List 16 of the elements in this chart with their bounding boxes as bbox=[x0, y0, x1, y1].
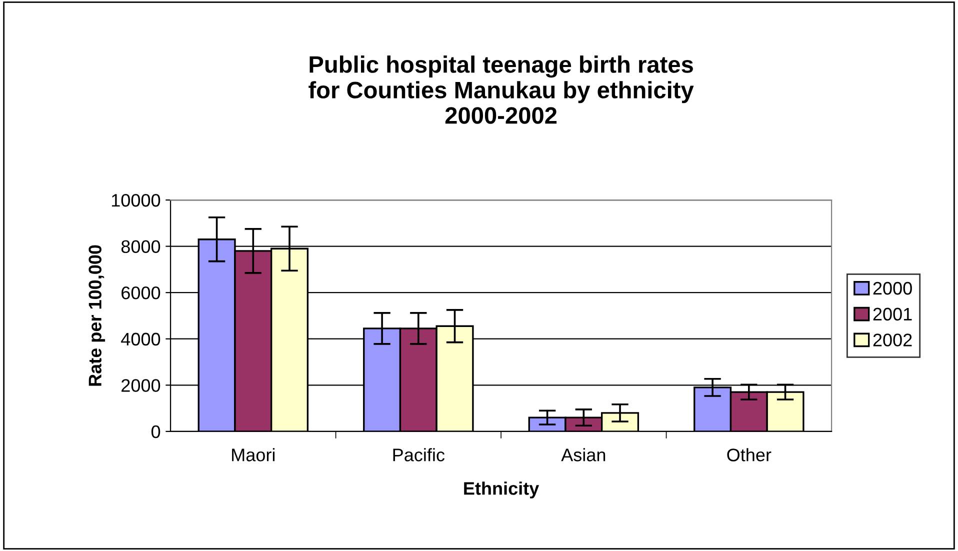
y-axis-title: Rate per 100,000 bbox=[88, 245, 106, 386]
y-tick-label: 4000 bbox=[121, 332, 160, 346]
y-tick-label: 8000 bbox=[121, 240, 160, 254]
chart-title: Public hospital teenage birth rates for Counties Manukau by ethnicity 2000-2002 bbox=[308, 56, 694, 124]
legend-label: 2000 bbox=[873, 282, 912, 295]
y-tick-label: 2000 bbox=[122, 379, 160, 392]
y-tick-label: 6000 bbox=[122, 286, 160, 300]
y-tick-label: 10000 bbox=[112, 194, 160, 207]
y-tick-label: 0 bbox=[151, 425, 160, 438]
x-tick-label: Maori bbox=[232, 448, 275, 462]
x-tick-label: Pacific bbox=[393, 448, 445, 462]
legend-label: 2002 bbox=[873, 334, 912, 346]
x-axis-title: Ethnicity bbox=[464, 482, 540, 498]
legend-label: 2001 bbox=[873, 308, 912, 321]
x-tick-label: Other bbox=[727, 448, 772, 462]
x-tick-label: Asian bbox=[561, 448, 606, 462]
